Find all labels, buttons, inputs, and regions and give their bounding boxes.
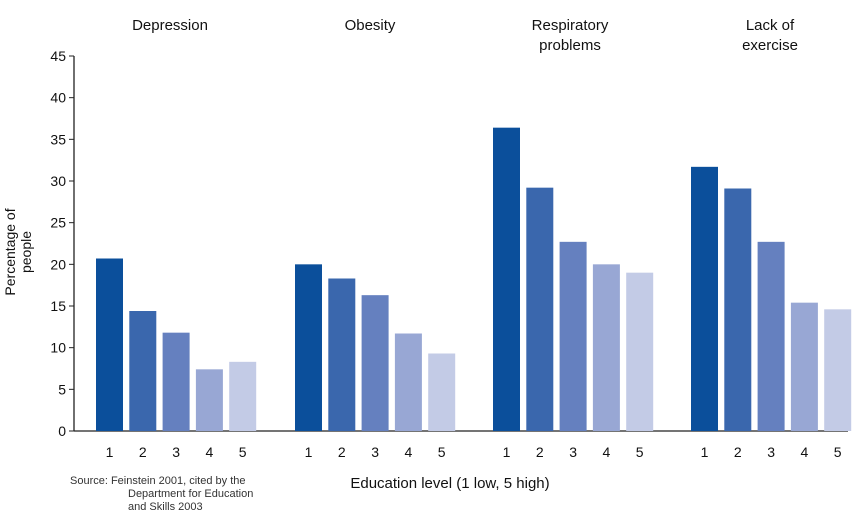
x-tick-label: 5	[834, 444, 842, 460]
bar	[162, 332, 190, 431]
bar	[328, 278, 356, 431]
x-tick-label: 4	[206, 444, 214, 460]
group-title-depression: Depression	[132, 17, 208, 34]
y-tick-label: 10	[50, 340, 66, 356]
bar	[96, 258, 123, 431]
bar	[559, 241, 587, 431]
bar	[526, 187, 554, 431]
x-axis-label: Education level (1 low, 5 high)	[350, 475, 550, 492]
x-tick-label: 2	[734, 444, 742, 460]
x-tick-label: 3	[569, 444, 577, 460]
bar	[592, 264, 620, 431]
x-tick-label: 2	[536, 444, 544, 460]
y-tick-label: 40	[50, 90, 66, 106]
source-line-1: Source: Feinstein 2001, cited by the	[70, 475, 246, 487]
y-tick-label: 35	[50, 131, 66, 147]
bar	[195, 369, 223, 431]
x-tick-label: 4	[405, 444, 413, 460]
bar	[129, 311, 157, 431]
x-tick-label: 1	[305, 444, 313, 460]
bar	[626, 272, 654, 431]
x-tick-label: 5	[636, 444, 644, 460]
source-line-2: Department for Education	[128, 488, 254, 500]
x-tick-label: 4	[801, 444, 809, 460]
x-tick-label: 5	[239, 444, 247, 460]
x-tick-label: 2	[338, 444, 346, 460]
y-tick-label: 0	[58, 423, 66, 439]
bar	[229, 361, 257, 431]
y-tick-label: 20	[50, 256, 66, 272]
bar	[824, 309, 852, 431]
x-tick-label: 1	[106, 444, 114, 460]
y-tick-label: 30	[50, 173, 66, 189]
bar	[691, 166, 718, 432]
bar	[790, 302, 818, 431]
x-tick-label: 3	[371, 444, 379, 460]
y-tick-label: 45	[50, 48, 66, 64]
bar	[724, 188, 752, 431]
y-tick-label: 15	[50, 298, 66, 314]
bar	[394, 333, 422, 431]
bar	[295, 264, 322, 431]
y-tick-label: 5	[58, 381, 66, 397]
bar	[428, 353, 456, 431]
x-tick-label: 4	[603, 444, 611, 460]
x-tick-label: 2	[139, 444, 147, 460]
x-tick-label: 3	[767, 444, 775, 460]
group-title-respiratory: Respiratory problems	[531, 17, 609, 54]
bar	[493, 127, 520, 432]
x-tick-label: 5	[438, 444, 446, 460]
bar	[757, 241, 785, 431]
x-tick-label: 1	[701, 444, 709, 460]
x-tick-label: 1	[503, 444, 511, 460]
bar	[361, 295, 389, 431]
group-title-exercise: Lack of exercise	[742, 17, 798, 54]
source-note: Source: Feinstein 2001, cited by the Dep…	[70, 475, 300, 514]
y-axis-label: Percentage of people	[2, 208, 34, 296]
group-title-obesity: Obesity	[344, 17, 396, 34]
x-tick-label: 3	[172, 444, 180, 460]
y-tick-label: 25	[50, 215, 66, 231]
source-line-3: and Skills 2003	[128, 501, 203, 513]
